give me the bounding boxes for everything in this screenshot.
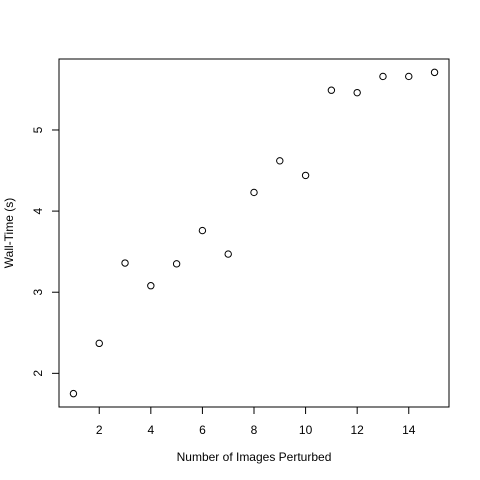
data-point — [69, 389, 78, 398]
y-axis: 2 3 4 5 — [31, 126, 60, 377]
y-tick-label: 3 — [31, 289, 45, 296]
data-point — [327, 86, 336, 94]
x-tick-label: 6 — [199, 423, 206, 437]
x-axis-title: Number of Images Perturbed — [177, 450, 332, 464]
data-point — [172, 260, 181, 268]
x-tick-label: 10 — [299, 423, 313, 437]
data-point — [121, 259, 129, 267]
x-tick-label: 12 — [350, 423, 364, 437]
y-tick-label: 4 — [31, 207, 45, 214]
data-point — [379, 72, 387, 81]
y-axis-title: Wall-Time (s) — [2, 198, 16, 268]
x-tick-label: 4 — [147, 423, 154, 437]
data-point — [353, 88, 361, 97]
data-point — [250, 188, 258, 197]
data-point — [405, 72, 413, 81]
data-point — [276, 157, 284, 165]
plot-frame — [58, 58, 450, 408]
x-axis: 2 4 6 8 10 12 14 — [96, 406, 416, 437]
y-tick-label: 5 — [31, 126, 45, 133]
data-point — [430, 68, 439, 77]
data-point — [147, 282, 155, 290]
data-point — [95, 339, 103, 348]
data-point — [198, 226, 207, 235]
x-tick-label: 8 — [251, 423, 258, 437]
data-point — [224, 250, 232, 258]
data-points — [69, 68, 439, 398]
y-tick-label: 2 — [31, 370, 45, 377]
x-tick-label: 14 — [402, 423, 416, 437]
data-point — [301, 171, 310, 180]
x-tick-label: 2 — [96, 423, 103, 437]
